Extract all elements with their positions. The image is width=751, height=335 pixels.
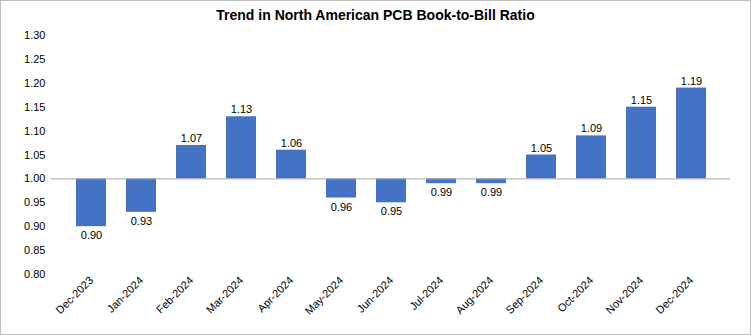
- svg-text:1.00: 1.00: [24, 172, 45, 184]
- svg-text:1.09: 1.09: [581, 122, 602, 134]
- svg-text:May-2024: May-2024: [302, 274, 345, 317]
- svg-text:1.13: 1.13: [231, 103, 252, 115]
- svg-text:Aug-2024: Aug-2024: [453, 274, 495, 316]
- svg-text:0.95: 0.95: [381, 205, 402, 217]
- svg-text:0.80: 0.80: [24, 268, 45, 280]
- svg-text:0.90: 0.90: [24, 220, 45, 232]
- html-text:Trend in North American PCB Bo: Trend in North American PCB Book-to-Bill…: [216, 7, 535, 23]
- svg-text:1.19: 1.19: [681, 75, 702, 87]
- svg-text:Dec-2023: Dec-2023: [53, 274, 95, 316]
- svg-text:Oct-2024: Oct-2024: [555, 274, 595, 314]
- svg-text:0.95: 0.95: [24, 196, 45, 208]
- svg-text:1.15: 1.15: [24, 101, 45, 113]
- svg-text:Jun-2024: Jun-2024: [354, 274, 395, 315]
- svg-text:1.20: 1.20: [24, 77, 45, 89]
- svg-text:Apr-2024: Apr-2024: [255, 274, 295, 314]
- svg-text:0.99: 0.99: [431, 186, 452, 198]
- svg-text:Dec-2024: Dec-2024: [653, 274, 695, 316]
- svg-text:1.07: 1.07: [181, 132, 202, 144]
- svg-text:Mar-2024: Mar-2024: [204, 274, 246, 316]
- svg-text:0.90: 0.90: [81, 229, 102, 241]
- svg-text:1.06: 1.06: [281, 137, 302, 149]
- svg-text:Feb-2024: Feb-2024: [154, 274, 196, 316]
- svg-text:0.96: 0.96: [331, 201, 352, 213]
- svg-text:1.30: 1.30: [24, 29, 45, 41]
- svg-text:Nov-2024: Nov-2024: [603, 274, 645, 316]
- svg-text:Jul-2024: Jul-2024: [407, 274, 445, 312]
- svg-text:0.99: 0.99: [481, 186, 502, 198]
- svg-text:Jan-2024: Jan-2024: [104, 274, 145, 315]
- svg-text:1.25: 1.25: [24, 53, 45, 65]
- svg-text:1.15: 1.15: [631, 94, 652, 106]
- svg-text:1.10: 1.10: [24, 125, 45, 137]
- svg-text:Sep-2024: Sep-2024: [503, 274, 545, 316]
- svg-text:1.05: 1.05: [531, 142, 552, 154]
- svg-text:0.93: 0.93: [131, 215, 152, 227]
- svg-text:0.85: 0.85: [24, 244, 45, 256]
- svg-text:1.05: 1.05: [24, 149, 45, 161]
